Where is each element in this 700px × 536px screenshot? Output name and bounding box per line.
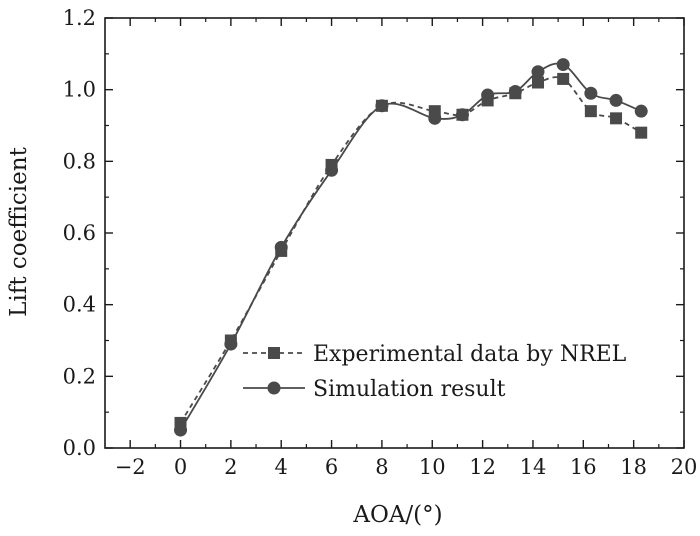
legend-label-1: Experimental data by NREL — [313, 342, 627, 367]
series-layer — [174, 58, 648, 437]
x-tick-label: 0 — [174, 455, 187, 479]
data-point-circle — [481, 88, 495, 102]
data-point-circle — [274, 240, 288, 254]
legend-label-2: Simulation result — [313, 377, 506, 402]
y-tick-label: 0.6 — [63, 221, 96, 245]
x-tick-label: 2 — [224, 455, 237, 479]
x-axis-title: AOA/(°) — [352, 502, 442, 528]
data-point-circle — [428, 111, 442, 125]
data-point-circle — [634, 104, 648, 118]
axes: −2 0 2 4 6 8 10 12 14 16 18 20 0.0 0.2 0.4 0.6 0.8 1.0 1.2 — [63, 6, 698, 479]
y-tick-label: 0.8 — [63, 149, 96, 173]
y-axis-title: Lift coefficient — [6, 146, 32, 316]
data-point-circle — [609, 93, 623, 107]
x-tick-label: 20 — [671, 455, 698, 479]
x-tick-label: 16 — [570, 455, 597, 479]
data-point-circle — [375, 99, 389, 113]
x-tick-label: 6 — [325, 455, 338, 479]
data-point-square — [531, 76, 544, 89]
x-tick-label: 8 — [375, 455, 388, 479]
data-point-square — [557, 72, 570, 85]
data-point-circle — [556, 58, 570, 72]
data-point-circle — [508, 84, 522, 98]
legend-marker-square — [268, 347, 280, 359]
data-point-circle — [325, 163, 339, 177]
series-line-2 — [179, 62, 642, 431]
legend: Experimental data by NREL Simulation resu… — [243, 342, 627, 402]
data-point-square — [635, 126, 648, 139]
x-tick-label: 10 — [419, 455, 446, 479]
data-point-circle — [531, 65, 545, 79]
data-point-circle — [455, 108, 469, 122]
x-tick-label: 14 — [520, 455, 547, 479]
y-tick-label: 0.4 — [63, 293, 96, 317]
x-tick-label: 12 — [469, 455, 496, 479]
x-tick-label: −2 — [115, 455, 146, 479]
y-tick-label: 0.2 — [63, 364, 96, 388]
y-tick-label: 0.0 — [63, 436, 96, 460]
data-point-square — [610, 112, 623, 125]
series-line-1 — [179, 76, 642, 424]
data-point-circle — [584, 86, 598, 100]
data-point-circle — [224, 337, 238, 351]
x-tick-label: 18 — [620, 455, 647, 479]
y-tick-label: 1.0 — [63, 78, 96, 102]
legend-marker-circle — [267, 381, 281, 395]
data-point-square — [584, 105, 597, 118]
x-tick-label: 4 — [275, 455, 288, 479]
y-tick-label: 1.2 — [63, 6, 96, 30]
data-point-circle — [174, 423, 188, 437]
